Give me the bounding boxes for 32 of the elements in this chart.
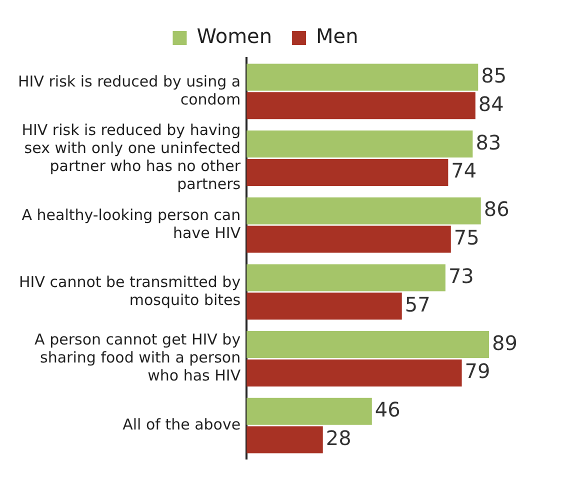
bar bbox=[246, 426, 323, 454]
bar bbox=[246, 331, 490, 358]
data-label: 75 bbox=[454, 225, 480, 250]
data-label: 79 bbox=[464, 359, 490, 384]
y-tick-label: A healthy-looking person can have HIV bbox=[22, 206, 242, 242]
data-label: 83 bbox=[476, 130, 502, 154]
bar bbox=[246, 130, 473, 158]
bar bbox=[246, 226, 451, 253]
bar bbox=[246, 92, 476, 120]
legend-label: Men bbox=[316, 24, 358, 48]
data-label: 86 bbox=[484, 197, 510, 222]
y-tick-label: HIV cannot be transmitted by mosquito bites bbox=[19, 272, 241, 309]
y-tick-label: HIV risk is reduced by having sex with only one uninfected partner who has no other partners bbox=[22, 121, 242, 194]
bar bbox=[246, 292, 402, 320]
y-tick-label: A person cannot get HIV by sharing food with a person who has HIV bbox=[34, 330, 242, 385]
data-label: 85 bbox=[481, 63, 507, 88]
bar bbox=[246, 264, 446, 292]
data-label: 73 bbox=[448, 264, 474, 288]
bar bbox=[246, 359, 462, 386]
bar bbox=[246, 158, 448, 186]
data-label: 89 bbox=[492, 330, 518, 355]
y-tick-label: All of the above bbox=[122, 415, 241, 434]
data-label: 74 bbox=[451, 158, 477, 183]
legend-label: Women bbox=[196, 24, 272, 48]
data-label: 57 bbox=[404, 292, 430, 316]
bar bbox=[246, 398, 372, 425]
data-label: 84 bbox=[478, 92, 504, 116]
bar bbox=[246, 197, 481, 224]
data-label: 28 bbox=[326, 426, 352, 450]
y-tick-label: HIV risk is reduced by using a condom bbox=[18, 72, 241, 108]
data-label: 46 bbox=[374, 398, 400, 422]
bar bbox=[246, 64, 478, 91]
